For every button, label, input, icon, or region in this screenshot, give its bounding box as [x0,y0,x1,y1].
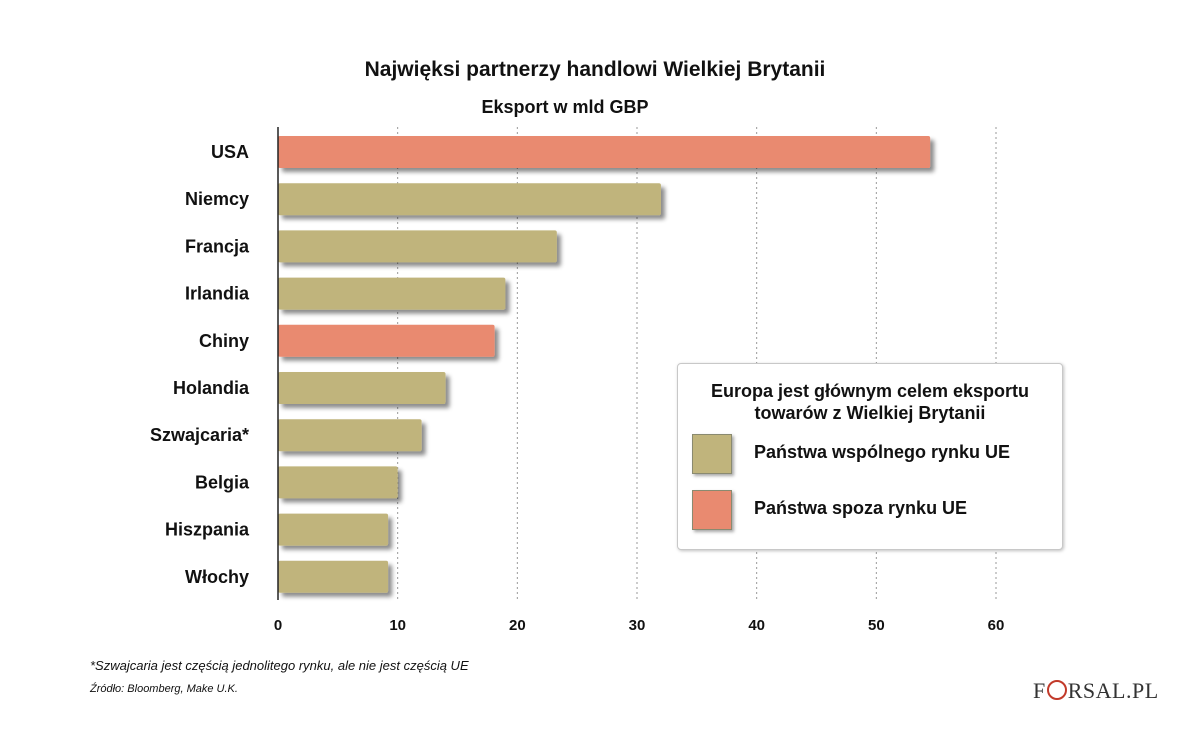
legend-swatch-eu [692,434,732,474]
x-axis-ticks: 0 10 20 30 40 50 60 [274,617,1005,634]
x-tick-label-60: 60 [988,617,1005,634]
bar-0 [278,136,931,168]
x-tick-label-10: 10 [389,617,406,634]
legend-item-non-eu: Państwa spoza rynku UE [692,490,1052,530]
bar-6 [278,419,422,452]
x-tick-label-20: 20 [509,617,526,634]
category-label-4: Chiny [199,331,249,351]
logo-text-left: F [1033,678,1046,703]
footnote: *Szwajcaria jest częścią jednolitego ryn… [90,658,469,673]
legend-swatch-non-eu [692,490,732,530]
bar-3 [278,277,506,310]
source-note: Źródło: Bloomberg, Make U.K. [90,683,238,695]
category-label-3: Irlandia [185,284,250,304]
legend-label-non-eu: Państwa spoza rynku UE [754,498,968,518]
category-label-1: Niemcy [185,189,249,209]
category-label-7: Belgia [195,472,250,492]
x-tick-label-30: 30 [629,617,646,634]
x-tick-label-50: 50 [868,617,885,634]
bar-9 [278,560,389,593]
chart-subtitle: Eksport w mld GBP [481,97,649,117]
category-label-9: Włochy [185,567,249,587]
category-label-2: Francja [185,236,250,256]
category-label-0: USA [211,142,249,162]
chart-title: Najwięksi partnerzy handlowi Wielkiej Br… [364,58,826,81]
bar-5 [278,372,446,404]
x-tick-label-40: 40 [748,617,765,634]
bar-8 [278,513,389,546]
legend: Europa jest głównym celem eksportu towar… [677,363,1063,550]
category-label-5: Holandia [173,378,250,398]
publisher-logo: F RSAL.PL [1033,678,1159,704]
logo-text-right: RSAL.PL [1067,678,1159,703]
bar-1 [278,183,661,216]
legend-item-eu: Państwa wspólnego rynku UE [692,434,1052,474]
category-label-8: Hiszpania [165,520,250,540]
legend-title: Europa jest głównym celem eksportu towar… [710,381,1030,423]
bar-7 [278,466,398,499]
logo-o-icon [1046,680,1067,700]
bar-2 [278,230,557,263]
x-tick-label-0: 0 [274,617,282,634]
category-labels: USA Niemcy Francja Irlandia Chiny Holandia Szw… [150,142,250,587]
bar-4 [278,324,495,357]
legend-label-eu: Państwa wspólnego rynku UE [754,442,1011,462]
category-label-6: Szwajcaria* [150,425,249,445]
bars [278,136,931,593]
